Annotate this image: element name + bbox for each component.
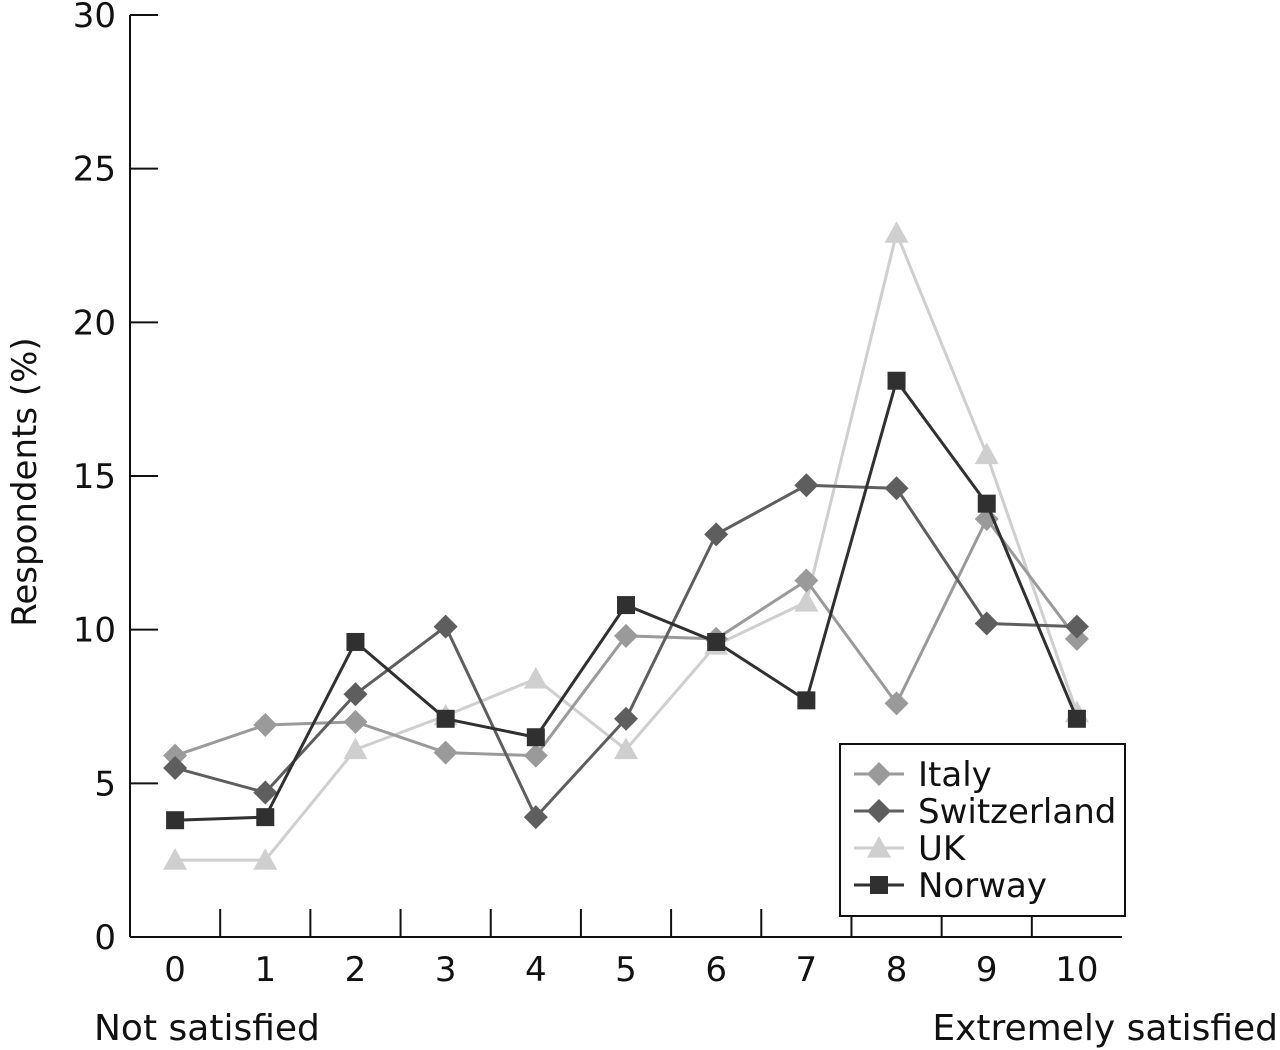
legend-label: Italy [918, 755, 992, 795]
y-tick-label: 5 [94, 764, 116, 804]
series-norway [166, 371, 1086, 830]
legend-entry-norway: Norway [854, 866, 1047, 906]
data-point-uk [884, 221, 909, 243]
data-point-uk [523, 666, 548, 689]
data-point-uk [343, 737, 368, 760]
series-switzerland [163, 473, 1089, 830]
data-point-italy [614, 623, 638, 648]
data-point-switzerland [884, 476, 909, 501]
y-tick-label: 10 [73, 611, 116, 651]
data-point-italy [343, 709, 368, 734]
data-point-norway [346, 632, 365, 651]
data-point-switzerland [253, 780, 278, 805]
data-point-switzerland [614, 706, 638, 731]
data-point-norway [256, 808, 275, 827]
data-point-uk [163, 848, 188, 870]
data-point-switzerland [704, 522, 729, 547]
data-point-italy [253, 712, 278, 737]
data-point-switzerland [433, 614, 458, 639]
x-tick-label: 6 [705, 950, 727, 990]
legend-swatch-marker [867, 836, 891, 858]
data-point-norway [707, 632, 726, 651]
x-ticks: 0 1 2 3 4 5 6 7 8 9 10 [164, 909, 1099, 990]
data-point-norway [526, 728, 545, 747]
data-point-italy [974, 507, 999, 532]
x-tick-label: 9 [976, 950, 998, 990]
y-tick-label: 20 [73, 303, 116, 343]
x-axis-left-end-label: Not satisfied [94, 1008, 320, 1049]
data-point-norway [1067, 709, 1086, 728]
x-axis-right-end-label: Extremely satisfied [932, 1008, 1278, 1049]
data-point-uk [614, 737, 638, 760]
data-point-switzerland [794, 473, 819, 498]
legend-entry-italy: Italy [854, 755, 992, 795]
x-tick-label: 5 [615, 950, 637, 990]
legend-label: Switzerland [918, 792, 1116, 832]
x-tick-label: 4 [525, 950, 547, 990]
legend-entry-uk: UK [854, 829, 967, 869]
data-point-norway [166, 811, 185, 830]
legend-swatch-marker [870, 876, 888, 894]
data-point-italy [523, 743, 548, 768]
y-ticks: 0 5 10 15 20 25 30 [73, 0, 158, 958]
data-point-italy [163, 743, 188, 768]
data-point-switzerland [343, 682, 368, 707]
data-point-switzerland [523, 805, 548, 830]
y-axis-title: Respondents (%) [5, 337, 45, 626]
data-point-norway [797, 691, 816, 710]
legend-swatch-marker [867, 762, 891, 786]
data-point-uk [794, 590, 819, 612]
x-tick-label: 0 [164, 950, 186, 990]
y-tick-label: 0 [94, 918, 116, 958]
x-tick-label: 2 [345, 950, 367, 990]
data-point-norway [887, 371, 906, 390]
legend-label: Norway [918, 866, 1047, 906]
data-point-switzerland [163, 755, 188, 780]
data-point-italy [884, 691, 909, 716]
x-tick-label: 3 [435, 950, 457, 990]
data-point-switzerland [1064, 614, 1089, 639]
data-point-switzerland [974, 611, 999, 636]
data-point-uk [253, 848, 278, 870]
legend-swatch-marker [867, 799, 891, 823]
series-italy [163, 507, 1089, 768]
x-tick-label: 1 [254, 950, 276, 990]
x-tick-label: 7 [796, 950, 818, 990]
data-point-norway [436, 709, 455, 728]
x-tick-label: 10 [1055, 950, 1098, 990]
data-point-norway [977, 494, 996, 513]
data-point-italy [1064, 626, 1089, 651]
legend-label: UK [918, 829, 967, 869]
y-tick-label: 15 [73, 457, 116, 497]
x-tick-label: 8 [886, 950, 908, 990]
data-point-norway [617, 596, 635, 615]
series-layer [163, 221, 1089, 870]
legend-entry-switzerland: Switzerland [854, 792, 1116, 832]
data-point-italy [433, 740, 458, 765]
y-tick-label: 25 [73, 150, 116, 190]
y-tick-label: 30 [73, 0, 116, 36]
data-point-italy [794, 568, 819, 593]
data-point-uk [974, 442, 999, 465]
